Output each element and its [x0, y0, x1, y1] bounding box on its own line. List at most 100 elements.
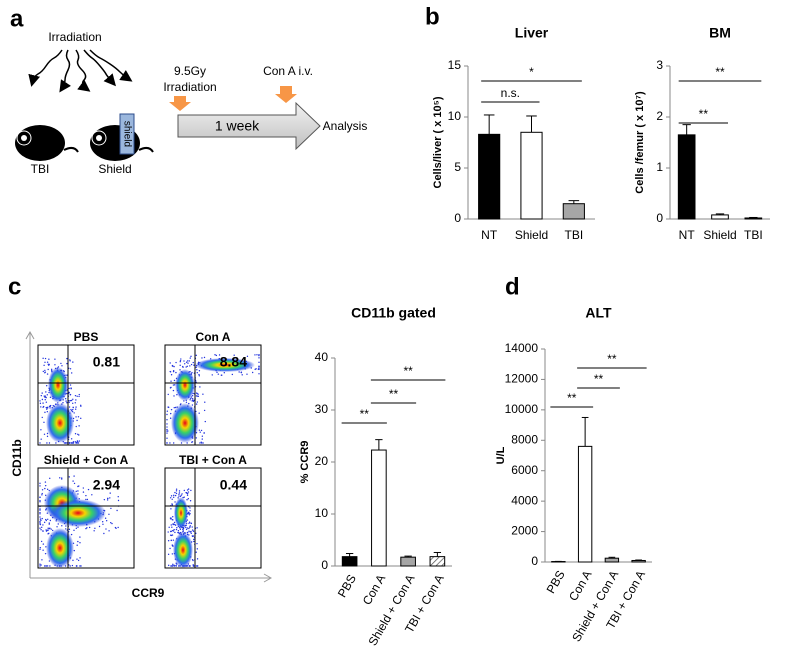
event-dot: [171, 518, 173, 521]
event-dot: [170, 412, 172, 415]
event-dot: [191, 526, 193, 528]
event-dot: [169, 417, 172, 419]
event-dot: [94, 527, 96, 529]
event-dot: [189, 357, 191, 359]
event-dot: [103, 532, 105, 535]
event-dot: [72, 398, 74, 400]
panel-label: a: [10, 5, 24, 32]
bar: [400, 556, 416, 567]
event-dot: [80, 417, 82, 420]
event-dot: [49, 565, 51, 567]
event-dot: [69, 368, 72, 370]
event-dot: [45, 385, 48, 387]
event-dot: [45, 406, 48, 409]
significance-label: **: [699, 107, 709, 121]
event-dot: [187, 362, 189, 364]
y-tick-label: 0: [656, 211, 663, 225]
y-tick-label: 0: [531, 554, 538, 568]
event-dot: [196, 395, 199, 397]
event-dot: [85, 527, 87, 530]
mouse: [15, 125, 79, 161]
event-dot: [39, 520, 41, 523]
event-dot: [200, 429, 203, 432]
significance-label: **: [607, 352, 617, 366]
density: [195, 358, 255, 372]
event-dot: [173, 521, 176, 524]
y-axis-label: % CCR9: [299, 441, 311, 484]
event-dot: [198, 370, 201, 372]
density: [48, 367, 68, 403]
event-dot: [167, 564, 170, 567]
event-dot: [215, 354, 218, 357]
y-tick-label: 4000: [511, 493, 538, 507]
event-dot: [78, 440, 81, 442]
event-dot: [40, 394, 43, 397]
event-dot: [80, 565, 82, 567]
event-dot: [42, 524, 44, 526]
event-dot: [72, 361, 74, 363]
quadrant-value: 0.81: [93, 354, 120, 370]
event-dot: [73, 475, 75, 477]
event-dot: [189, 512, 191, 515]
event-dot: [68, 392, 70, 394]
event-dot: [170, 495, 173, 497]
event-dot: [187, 498, 190, 500]
event-dot: [79, 557, 81, 559]
event-dot: [62, 401, 64, 404]
event-dot: [70, 438, 73, 440]
event-dot: [48, 405, 51, 408]
x-tick-label: Shield: [703, 228, 736, 242]
diagram-text: Con A i.v.: [263, 64, 313, 78]
event-dot: [66, 442, 68, 444]
event-dot: [77, 416, 80, 418]
event-dot: [54, 358, 56, 360]
event-dot: [80, 404, 82, 407]
density: [173, 532, 193, 568]
event-dot: [42, 530, 44, 532]
event-dot: [258, 354, 260, 357]
y-tick-label: 8000: [511, 432, 538, 446]
event-dot: [76, 395, 78, 397]
event-dot: [39, 482, 41, 484]
quadrant-value: 2.94: [93, 477, 120, 493]
event-dot: [170, 508, 172, 510]
event-dot: [172, 545, 174, 547]
event-dot: [70, 399, 73, 402]
event-dot: [186, 360, 189, 362]
event-dot: [39, 511, 41, 514]
event-dot: [186, 492, 189, 495]
event-dot: [188, 514, 191, 516]
event-dot: [190, 532, 192, 534]
event-dot: [178, 495, 180, 497]
y-tick-label: 2000: [511, 524, 538, 538]
event-dot: [39, 546, 42, 549]
event-dot: [167, 553, 170, 556]
event-dot: [39, 522, 41, 524]
event-dot: [169, 371, 172, 373]
event-dot: [44, 481, 47, 483]
y-axis-label: U/L: [495, 446, 507, 464]
event-dot: [217, 373, 220, 375]
event-dot: [166, 410, 169, 412]
event-dot: [203, 356, 206, 359]
event-dot: [39, 402, 42, 405]
event-dot: [106, 497, 109, 500]
event-dot: [42, 543, 45, 545]
event-dot: [75, 527, 78, 529]
event-dot: [201, 435, 204, 437]
event-dot: [70, 408, 72, 411]
bar: [577, 445, 593, 563]
event-dot: [59, 477, 61, 479]
event-dot: [60, 362, 62, 365]
y-tick-label: 6000: [511, 463, 538, 477]
event-dot: [258, 361, 260, 364]
y-tick-label: 2: [656, 109, 663, 123]
event-dot: [39, 501, 41, 503]
event-dot: [41, 559, 43, 561]
event-dot: [48, 522, 50, 524]
event-dot: [166, 437, 168, 439]
event-dot: [46, 411, 49, 413]
event-dot: [188, 527, 190, 530]
event-dot: [76, 558, 78, 560]
